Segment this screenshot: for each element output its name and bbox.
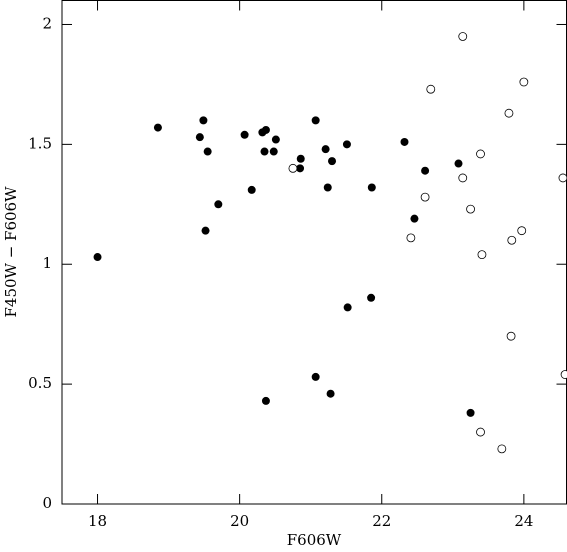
y-tick-label: 0.5	[28, 374, 52, 392]
point	[311, 116, 320, 125]
y-tick-label: 1	[42, 254, 52, 272]
y-axis-label: F450W − F606W	[2, 186, 20, 318]
point	[93, 253, 102, 262]
point	[271, 135, 280, 144]
point	[153, 123, 162, 132]
point	[343, 303, 352, 312]
point	[321, 145, 330, 154]
point	[342, 140, 351, 149]
plot-frame	[61, 0, 567, 505]
point	[406, 233, 416, 243]
point	[454, 159, 463, 168]
point	[426, 84, 436, 94]
x-tick-label: 22	[372, 512, 391, 530]
point	[260, 147, 269, 156]
point	[203, 147, 212, 156]
x-tick-label: 24	[514, 512, 533, 530]
x-axis-label: F606W	[287, 531, 342, 549]
point	[519, 77, 529, 87]
point	[458, 173, 468, 183]
point	[261, 396, 270, 405]
point	[504, 108, 514, 118]
point	[476, 149, 485, 159]
point	[214, 200, 223, 209]
point	[421, 166, 430, 175]
point	[560, 370, 567, 379]
point	[240, 130, 249, 139]
point	[466, 408, 475, 417]
point	[201, 226, 210, 235]
point	[497, 444, 507, 454]
point	[261, 125, 270, 134]
point	[288, 163, 298, 173]
point	[558, 173, 567, 183]
point	[506, 331, 516, 341]
point	[328, 157, 337, 166]
point	[476, 427, 485, 437]
y-tick-label: 1.5	[28, 134, 52, 152]
point	[195, 133, 204, 142]
point	[323, 183, 332, 192]
point	[458, 32, 468, 41]
point	[269, 147, 278, 156]
point	[311, 372, 320, 381]
y-tick-label: 2	[42, 14, 52, 32]
y-tick-label: 0	[42, 494, 52, 512]
point	[367, 183, 376, 192]
point	[326, 389, 335, 398]
point	[247, 185, 256, 194]
point	[477, 250, 487, 260]
point	[296, 154, 305, 163]
point	[517, 226, 527, 236]
point	[199, 116, 208, 125]
point	[466, 204, 475, 214]
point	[507, 235, 517, 245]
point	[367, 293, 376, 302]
x-tick-label: 18	[88, 512, 107, 530]
x-tick-label: 20	[230, 512, 249, 530]
point	[400, 137, 409, 146]
point	[296, 164, 305, 173]
point	[420, 192, 430, 202]
point	[410, 214, 419, 223]
